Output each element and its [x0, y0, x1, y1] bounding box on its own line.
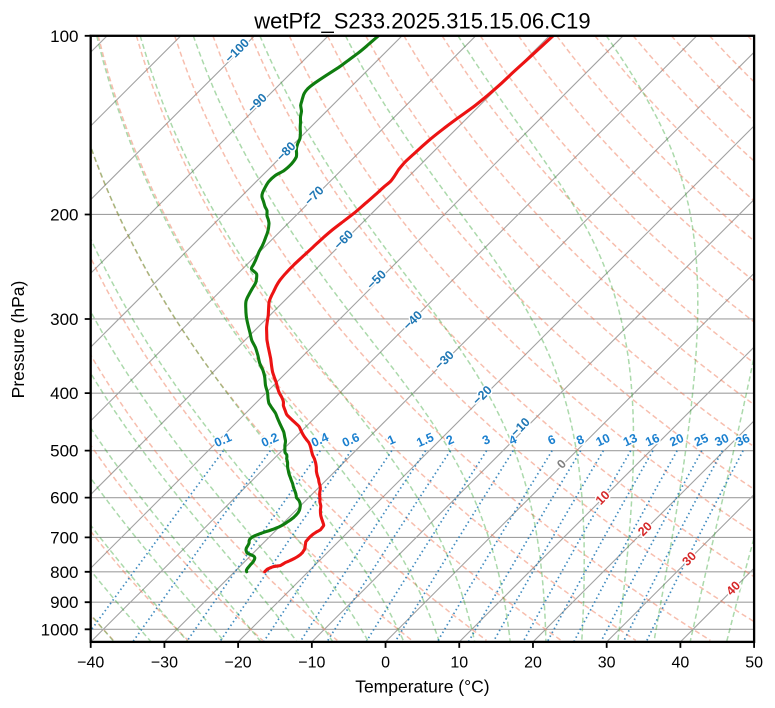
svg-text:40: 40: [671, 655, 689, 672]
svg-text:30: 30: [598, 655, 616, 672]
svg-text:20: 20: [524, 655, 542, 672]
svg-text:600: 600: [50, 489, 78, 508]
svg-text:300: 300: [50, 310, 78, 329]
svg-text:900: 900: [50, 593, 78, 612]
svg-text:400: 400: [50, 384, 78, 403]
svg-text:1000: 1000: [41, 620, 79, 639]
svg-text:200: 200: [50, 205, 78, 224]
svg-text:0: 0: [381, 655, 390, 672]
svg-text:−20: −20: [225, 655, 252, 672]
svg-text:500: 500: [50, 442, 78, 461]
svg-text:Temperature (°C): Temperature (°C): [355, 676, 489, 696]
svg-text:Pressure (hPa): Pressure (hPa): [8, 281, 28, 399]
svg-text:−30: −30: [151, 655, 178, 672]
svg-text:10: 10: [450, 655, 468, 672]
svg-text:800: 800: [50, 563, 78, 582]
svg-text:100: 100: [50, 27, 78, 46]
svg-text:−10: −10: [298, 655, 325, 672]
svg-text:700: 700: [50, 528, 78, 547]
svg-text:wetPf2_S233.2025.315.15.06.C19: wetPf2_S233.2025.315.15.06.C19: [253, 9, 590, 34]
svg-text:−40: −40: [77, 655, 104, 672]
svg-text:50: 50: [745, 655, 763, 672]
